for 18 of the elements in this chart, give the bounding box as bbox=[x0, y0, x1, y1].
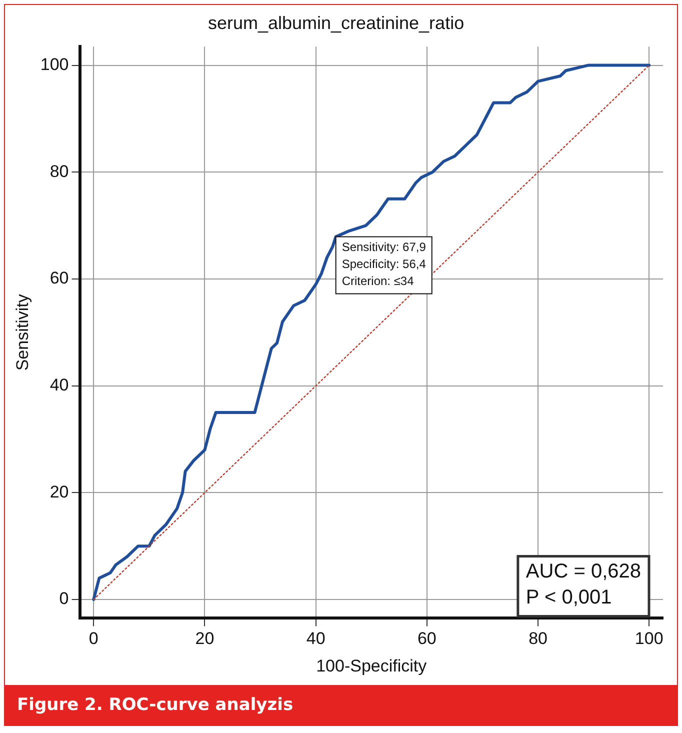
y-tick-label: 20 bbox=[50, 482, 69, 502]
x-tick-label: 100 bbox=[634, 629, 664, 648]
x-tick-label: 0 bbox=[88, 629, 98, 648]
x-tick-label: 60 bbox=[417, 629, 436, 648]
x-axis-title: 100-Specificity bbox=[316, 656, 428, 676]
caption: Figure 2. ROC-curve analyzis bbox=[5, 685, 677, 725]
x-tick-label: 80 bbox=[528, 629, 548, 648]
annotation: AUC = 0,628 P < 0,001 bbox=[526, 560, 642, 609]
x-tick-label: 20 bbox=[195, 629, 214, 648]
y-tick-label: 60 bbox=[50, 268, 69, 288]
y-tick-label: 80 bbox=[50, 162, 69, 181]
chart-title: serum_albumin_creatinine_ratio bbox=[208, 12, 464, 33]
y-tick-label: 40 bbox=[50, 376, 69, 395]
y-axis-title: Sensitivity bbox=[12, 294, 32, 371]
y-tick-label: 100 bbox=[40, 54, 69, 74]
annotation: Sensitivity: 67,9 Specificity: 56,4 Criterion: ≤34 bbox=[342, 240, 426, 288]
x-tick-label: 40 bbox=[306, 629, 326, 648]
y-tick-label: 0 bbox=[59, 589, 69, 608]
